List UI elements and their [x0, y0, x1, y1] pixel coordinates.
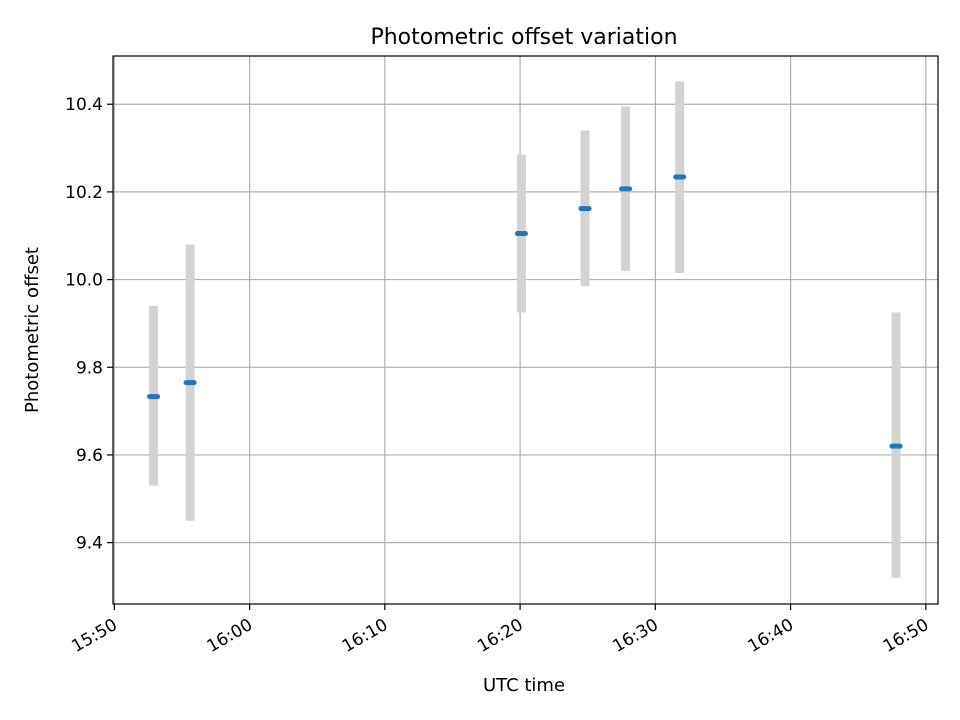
y-tick-label: 9.4 [76, 534, 103, 554]
y-tick-label: 10.4 [65, 95, 103, 115]
y-axis-label: Photometric offset [22, 247, 43, 413]
data-points [147, 174, 903, 449]
y-axis-ticks: 9.4 9.6 9.8 10.0 10.2 10.4 [65, 95, 113, 554]
x-axis-label: UTC time [483, 675, 565, 696]
y-tick-label: 10.2 [65, 183, 103, 203]
y-tick-label: 9.6 [76, 446, 103, 466]
chart-title: Photometric offset variation [370, 25, 677, 50]
y-tick-label: 9.8 [76, 358, 103, 378]
plot-frame [112, 55, 939, 605]
y-tick-label: 10.0 [65, 271, 103, 291]
grid-lines [113, 56, 938, 604]
